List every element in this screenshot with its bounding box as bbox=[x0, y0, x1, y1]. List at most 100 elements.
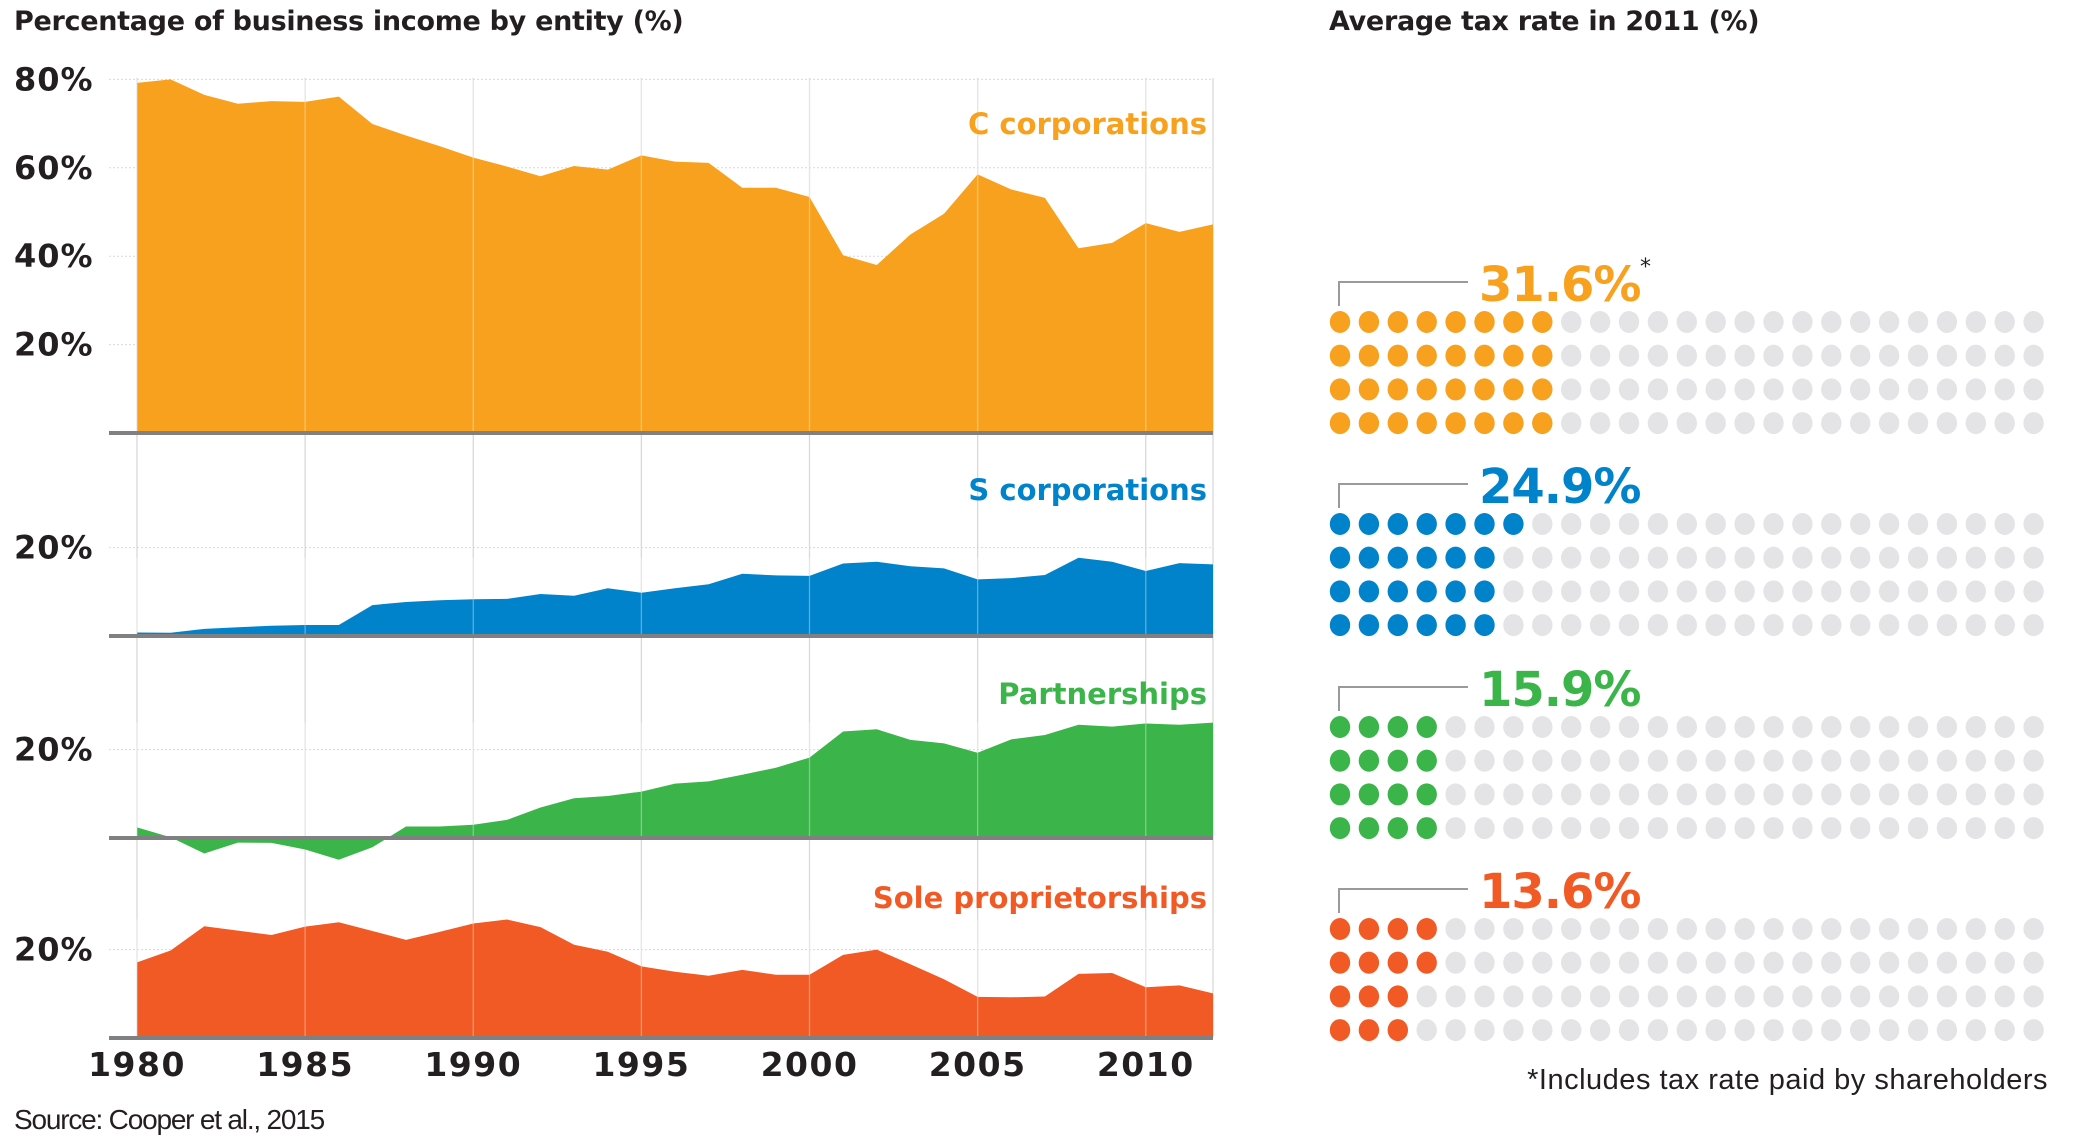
dot-filled bbox=[1358, 749, 1380, 772]
dot-empty bbox=[1850, 783, 1871, 806]
dot-empty bbox=[1994, 951, 2015, 974]
dot-empty bbox=[1589, 378, 1611, 401]
y-tick-label: 20% bbox=[14, 731, 94, 769]
dot-empty bbox=[1994, 378, 2015, 401]
dot-filled bbox=[1358, 951, 1380, 974]
dot-filled bbox=[1416, 951, 1437, 974]
dot-filled bbox=[1474, 378, 1495, 401]
dot-empty bbox=[1589, 783, 1611, 806]
series-label: S corporations bbox=[968, 473, 1207, 507]
dot-empty bbox=[1994, 614, 2015, 637]
dot-empty bbox=[1561, 1019, 1582, 1042]
dot-empty bbox=[1647, 614, 1669, 637]
dot-empty bbox=[1936, 614, 1958, 637]
dot-empty bbox=[1907, 1019, 1929, 1042]
dot-empty bbox=[1647, 546, 1669, 569]
dot-filled bbox=[1329, 344, 1351, 367]
dot-filled bbox=[1416, 749, 1437, 772]
dot-empty bbox=[1763, 412, 1784, 435]
x-tick-label: 1985 bbox=[256, 1045, 354, 1084]
dot-empty bbox=[1647, 917, 1669, 941]
dot-filled bbox=[1387, 749, 1409, 772]
dot-empty bbox=[1878, 546, 1900, 569]
dot-filled bbox=[1358, 917, 1380, 941]
dot-empty bbox=[1589, 546, 1611, 569]
dot-empty bbox=[1878, 817, 1900, 840]
dot-empty bbox=[1474, 917, 1495, 941]
value-label: 13.6% bbox=[1479, 864, 1641, 920]
dot-empty bbox=[1965, 951, 1987, 974]
dot-empty bbox=[1416, 1019, 1437, 1042]
dot-filled bbox=[1416, 783, 1437, 806]
dot-matrix-sole-proprietorships: 13.6% bbox=[1329, 864, 2044, 1042]
dot-empty bbox=[1878, 580, 1900, 603]
dot-empty bbox=[1878, 378, 1900, 401]
dot-empty bbox=[1936, 546, 1958, 569]
dot-empty bbox=[1821, 985, 1842, 1008]
dot-empty bbox=[1647, 1019, 1669, 1042]
dot-filled bbox=[1387, 378, 1409, 401]
dot-empty bbox=[1763, 917, 1784, 941]
dot-empty bbox=[1503, 917, 1524, 941]
y-tick-label: 40% bbox=[14, 237, 94, 275]
dot-empty bbox=[1936, 917, 1958, 941]
dot-empty bbox=[1532, 512, 1553, 536]
dot-empty bbox=[1792, 378, 1813, 401]
dot-empty bbox=[1532, 715, 1553, 739]
dot-empty bbox=[1821, 310, 1842, 334]
dot-empty bbox=[1676, 546, 1698, 569]
dot-empty bbox=[1907, 512, 1929, 536]
dot-empty bbox=[2023, 344, 2044, 367]
dot-empty bbox=[2023, 512, 2044, 536]
dot-filled bbox=[1329, 783, 1351, 806]
dot-empty bbox=[1994, 344, 2015, 367]
dot-filled bbox=[1329, 1019, 1351, 1042]
dot-empty bbox=[1850, 614, 1871, 637]
dot-filled bbox=[1503, 412, 1524, 435]
dot-filled bbox=[1387, 512, 1409, 536]
dot-filled bbox=[1387, 546, 1409, 569]
dot-empty bbox=[1821, 546, 1842, 569]
dot-filled bbox=[1387, 783, 1409, 806]
dot-empty bbox=[1994, 512, 2015, 536]
dot-empty bbox=[1850, 817, 1871, 840]
dot-filled bbox=[1416, 817, 1437, 840]
dot-empty bbox=[1734, 817, 1755, 840]
dot-empty bbox=[1561, 783, 1582, 806]
dot-empty bbox=[1445, 783, 1466, 806]
dot-empty bbox=[1589, 512, 1611, 536]
dot-empty bbox=[1503, 951, 1524, 974]
dot-empty bbox=[1532, 817, 1553, 840]
dot-filled bbox=[1358, 412, 1380, 435]
dot-filled bbox=[1358, 614, 1380, 637]
dot-empty bbox=[1965, 1019, 1987, 1042]
dot-empty bbox=[1734, 378, 1755, 401]
dot-empty bbox=[2023, 951, 2044, 974]
dot-empty bbox=[1561, 344, 1582, 367]
dot-empty bbox=[1907, 580, 1929, 603]
dot-filled bbox=[1387, 1019, 1409, 1042]
dot-empty bbox=[1994, 310, 2015, 334]
dot-filled bbox=[1416, 378, 1437, 401]
dot-empty bbox=[1618, 1019, 1640, 1042]
dot-filled bbox=[1358, 580, 1380, 603]
dot-empty bbox=[2023, 614, 2044, 637]
dot-filled bbox=[1445, 412, 1466, 435]
dot-empty bbox=[1532, 951, 1553, 974]
dot-empty bbox=[1878, 310, 1900, 334]
dot-empty bbox=[1965, 985, 1987, 1008]
dot-empty bbox=[1994, 817, 2015, 840]
dot-empty bbox=[1561, 817, 1582, 840]
dot-empty bbox=[1618, 715, 1640, 739]
dot-empty bbox=[1705, 580, 1726, 603]
dot-empty bbox=[1474, 715, 1495, 739]
dot-empty bbox=[1994, 749, 2015, 772]
dot-filled bbox=[1387, 614, 1409, 637]
dot-empty bbox=[1878, 1019, 1900, 1042]
dot-empty bbox=[1647, 951, 1669, 974]
dot-empty bbox=[1821, 580, 1842, 603]
dot-empty bbox=[1589, 344, 1611, 367]
x-tick-label: 1990 bbox=[424, 1045, 522, 1084]
dot-empty bbox=[1676, 817, 1698, 840]
